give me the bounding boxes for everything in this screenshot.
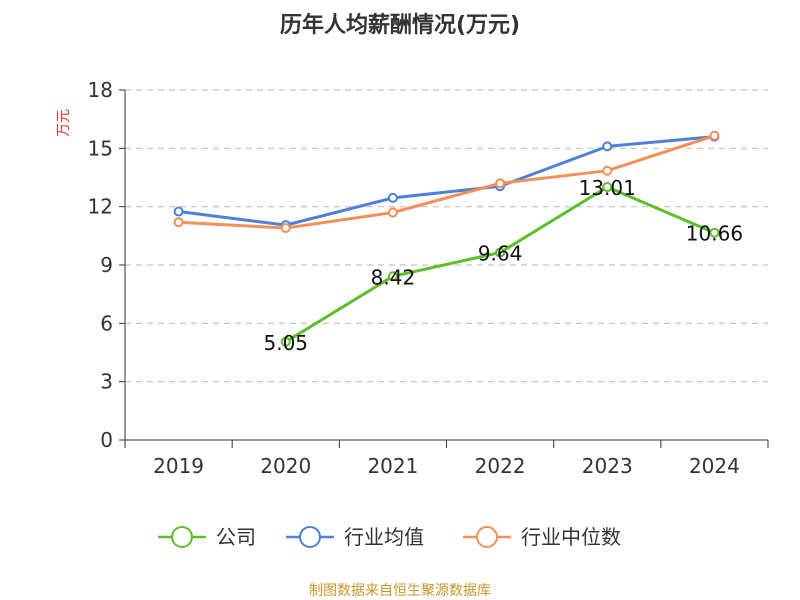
data-point — [280, 223, 291, 234]
series-group — [173, 130, 720, 347]
data-point — [387, 207, 398, 218]
data-point — [602, 165, 613, 176]
source-footer: 制图数据来自恒生聚源数据库 — [309, 583, 491, 599]
y-tick-label: 15 — [88, 136, 113, 160]
data-label: 13.01 — [579, 176, 636, 200]
y-tick-label: 3 — [100, 370, 113, 394]
y-tick-label: 0 — [100, 428, 113, 452]
x-tick-label: 2024 — [689, 454, 740, 478]
data-point — [173, 217, 184, 228]
y-tick-label: 6 — [100, 311, 113, 335]
data-label: 5.05 — [263, 331, 308, 355]
data-labels: 5.05 8.42 9.64 13.01 10.66 — [263, 176, 743, 355]
data-point — [602, 182, 613, 193]
data-point — [280, 336, 291, 347]
data-point — [387, 271, 398, 282]
data-point — [495, 247, 506, 258]
legend-label: 行业中位数 — [521, 525, 621, 549]
legend-marker — [171, 526, 193, 548]
legend-label: 行业均值 — [344, 525, 424, 549]
data-point — [602, 141, 613, 152]
axes: 0 3 6 9 12 15 18 2019 2020 2021 2022 2023 2024 — [88, 78, 769, 478]
chart-title: 历年人均薪酬情况(万元) — [280, 12, 520, 38]
data-point — [709, 227, 720, 238]
legend-marker — [476, 526, 498, 548]
data-point — [709, 130, 720, 141]
data-point — [495, 178, 506, 189]
data-point — [387, 192, 398, 203]
x-tick-label: 2023 — [582, 454, 633, 478]
legend: 公司 行业均值 行业中位数 — [158, 525, 621, 549]
series-line-2 — [178, 134, 715, 230]
x-tick-label: 2019 — [153, 454, 204, 478]
legend-label: 公司 — [216, 525, 256, 549]
y-tick-label: 12 — [88, 195, 113, 219]
y-tick-label: 9 — [100, 253, 113, 277]
data-label: 9.64 — [478, 242, 523, 266]
data-label: 8.42 — [371, 265, 416, 289]
data-point — [173, 206, 184, 217]
series-line-1 — [178, 135, 715, 227]
grid — [125, 89, 768, 383]
legend-marker — [299, 526, 321, 548]
x-tick-label: 2020 — [260, 454, 311, 478]
x-tick-label: 2021 — [367, 454, 418, 478]
y-tick-label: 18 — [88, 78, 113, 102]
y-axis-label: 万元 — [56, 109, 72, 137]
data-label: 10.66 — [686, 222, 743, 246]
x-tick-label: 2022 — [475, 454, 526, 478]
